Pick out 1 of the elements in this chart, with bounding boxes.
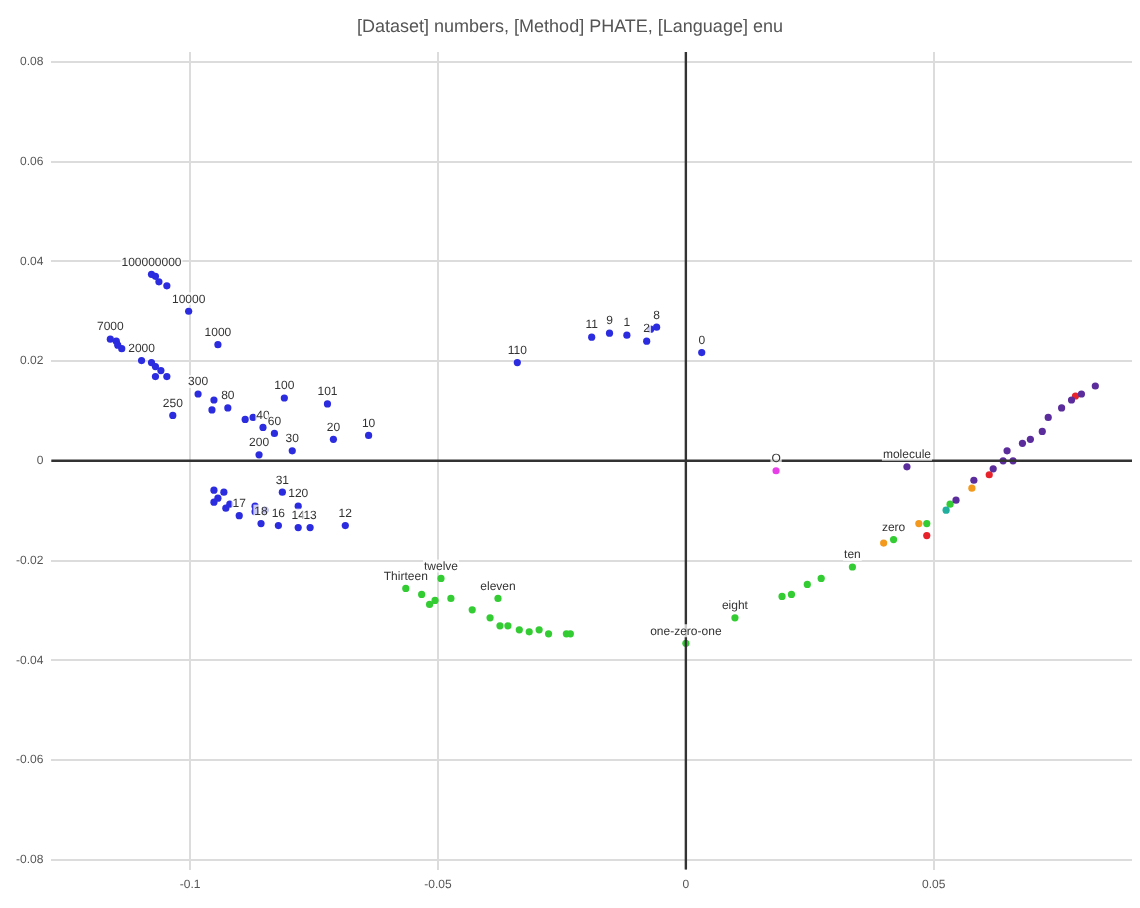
chart-title: [Dataset] numbers, [Method] PHATE, [Language] enu xyxy=(355,16,785,36)
